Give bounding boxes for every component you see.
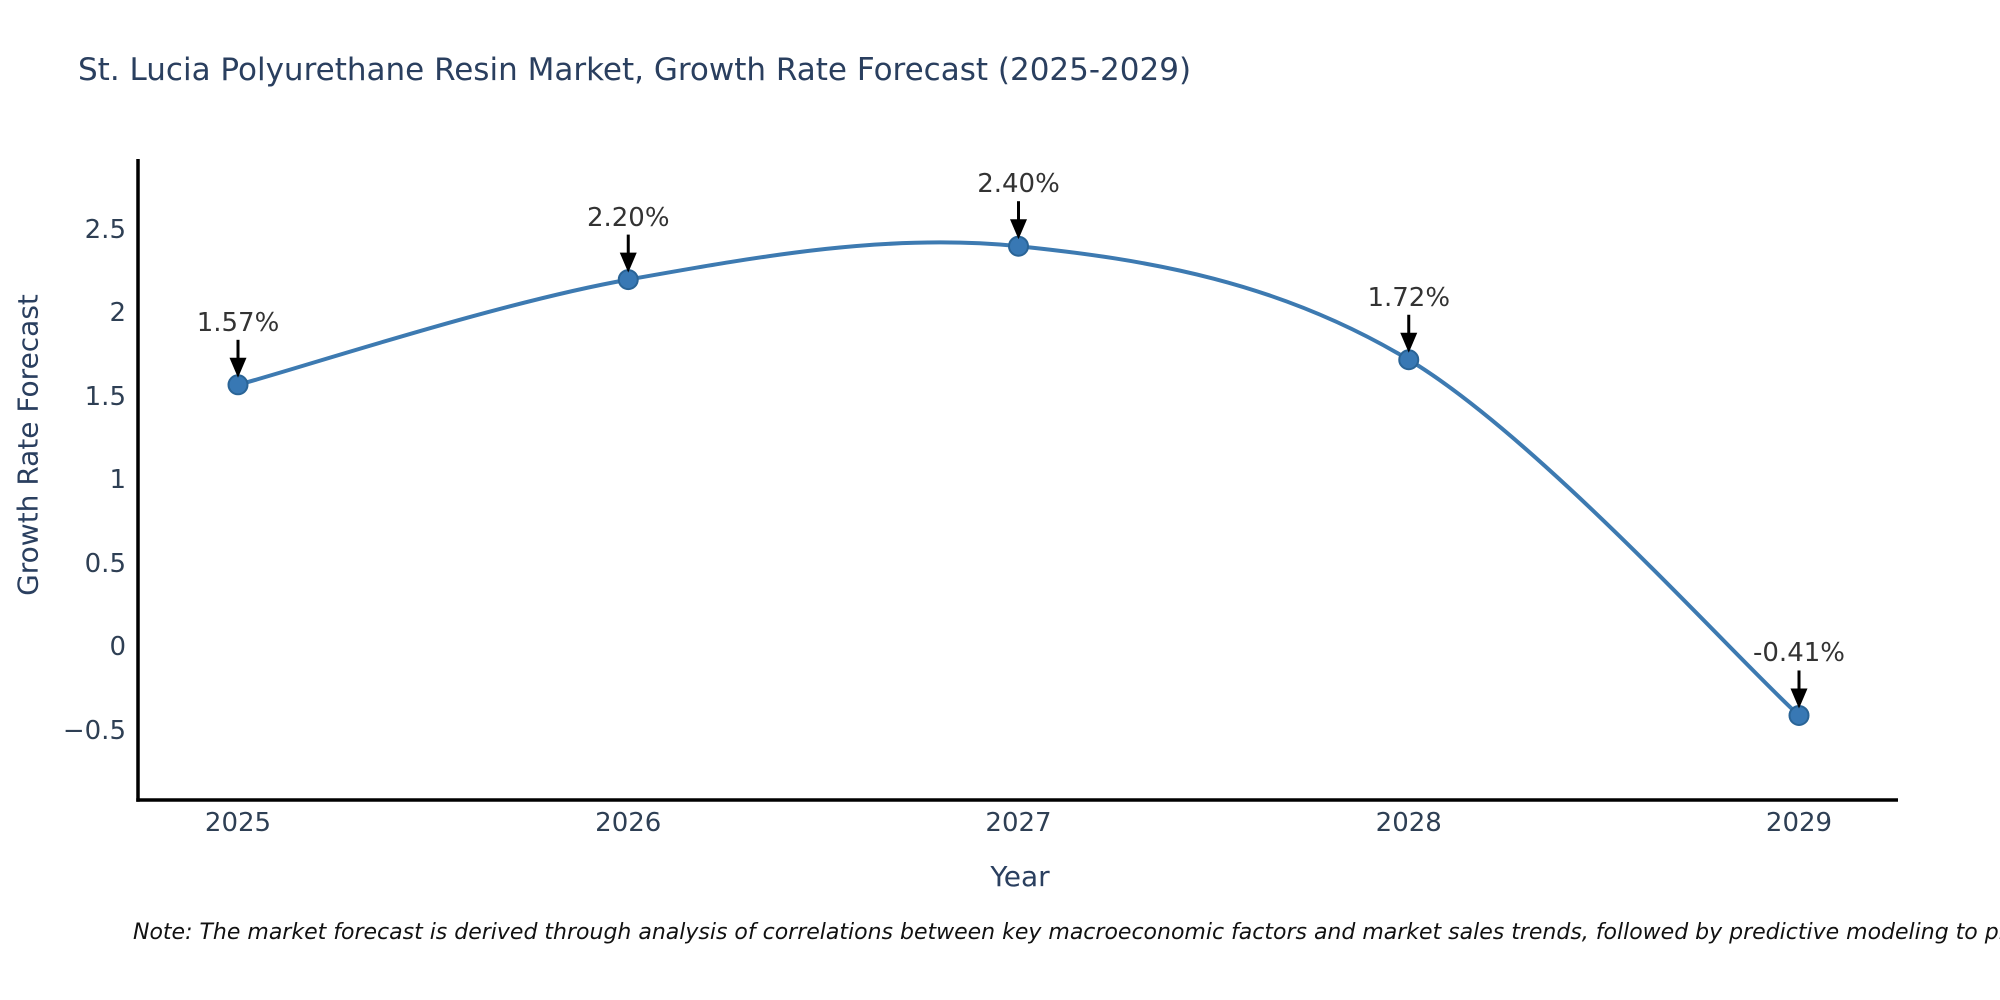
- annotation-arrowhead: [1400, 332, 1418, 353]
- annotation-arrowhead: [229, 357, 247, 378]
- x-tick-label: 2026: [595, 808, 662, 838]
- data-point-marker: [227, 374, 249, 396]
- y-tick-label: −0.5: [62, 715, 126, 746]
- data-point-marker: [1398, 349, 1420, 371]
- annotation-label: 1.57%: [196, 307, 280, 338]
- y-tick-label: 0: [109, 632, 126, 662]
- data-point-marker: [1008, 235, 1029, 257]
- annotation-label: -0.41%: [1753, 638, 1845, 669]
- x-axis-title: Year: [990, 860, 1050, 893]
- y-tick-label: 2.5: [84, 214, 126, 245]
- x-tick-label: 2028: [1375, 808, 1442, 838]
- annotation-arrowhead: [619, 252, 637, 273]
- series-line: [236, 240, 1801, 718]
- chart-title: St. Lucia Polyurethane Resin Market, Gro…: [78, 52, 1192, 88]
- annotation-arrowhead: [1790, 688, 1808, 709]
- x-tick-label: 2025: [204, 808, 272, 838]
- annotation-label: 2.40%: [977, 169, 1060, 200]
- annotation-label: 1.72%: [1367, 282, 1451, 313]
- x-tick-label: 2027: [985, 808, 1052, 838]
- note-text: Note: The market forecast is derived thr…: [133, 920, 2000, 945]
- data-point-marker: [617, 269, 639, 291]
- annotation-label: 2.20%: [586, 202, 670, 233]
- annotation-arrowhead: [1010, 219, 1027, 240]
- y-tick-label: 2: [109, 298, 126, 328]
- x-tick-label: 2029: [1765, 808, 1833, 838]
- y-tick-label: 1.5: [84, 381, 126, 412]
- data-point-marker: [1788, 704, 1810, 726]
- y-tick-label: 1: [109, 465, 126, 495]
- y-tick-label: 0.5: [84, 548, 126, 579]
